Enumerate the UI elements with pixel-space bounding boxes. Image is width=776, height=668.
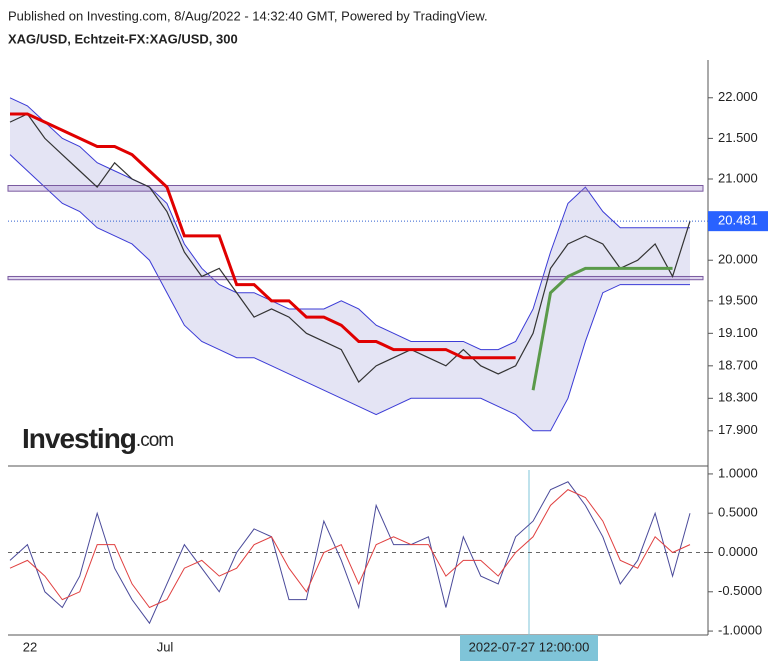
- y-tick-label: 21.000: [718, 170, 758, 185]
- series-line: [531, 266, 673, 391]
- logo: Investing.com: [22, 423, 173, 454]
- y-tick-label: 0.0000: [718, 544, 758, 559]
- current-price-label: 20.481: [718, 213, 758, 228]
- current-price-box: [708, 211, 768, 232]
- y-tick-label: 22.000: [718, 89, 758, 104]
- crosshair-box: [460, 635, 598, 661]
- x-tick-label: Jul: [157, 639, 174, 654]
- band-lower: [9, 154, 690, 432]
- zone: [7, 275, 704, 281]
- y-tick-label: 0.5000: [718, 505, 758, 520]
- y-tick-label: 18.700: [718, 357, 758, 372]
- y-tick-label: 19.500: [718, 292, 758, 307]
- y-tick-label: -1.0000: [718, 623, 762, 638]
- y-tick-label: 17.900: [718, 422, 758, 437]
- crosshair-label: 2022-07-27 12:00:00: [469, 639, 590, 654]
- band-upper: [9, 97, 690, 351]
- y-tick-label: 21.500: [718, 130, 758, 145]
- symbol: XAG/USD, Echtzeit-FX:XAG/USD, 300: [8, 31, 238, 46]
- band-fill: [10, 97, 690, 431]
- series-line: [9, 489, 691, 609]
- published: Published on Investing.com, 8/Aug/2022 -…: [8, 8, 488, 23]
- y-tick-label: 20.000: [718, 252, 758, 267]
- y-tick-label: 18.300: [718, 390, 758, 405]
- series-line: [9, 113, 691, 384]
- zone: [7, 184, 704, 192]
- y-tick-label: 19.100: [718, 325, 758, 340]
- y-tick-label: 1.0000: [718, 465, 758, 480]
- x-tick-label: 22: [23, 639, 37, 654]
- y-tick-label: -0.5000: [718, 583, 762, 598]
